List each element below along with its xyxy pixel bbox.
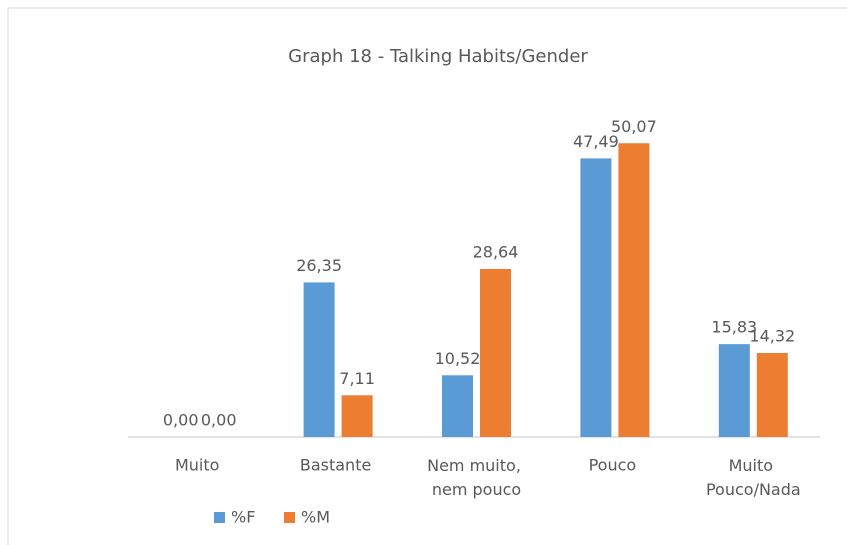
data-label: 28,64 xyxy=(473,242,519,261)
data-label: 26,35 xyxy=(296,256,342,275)
bar xyxy=(756,352,788,437)
data-label: 14,32 xyxy=(749,326,795,345)
bar xyxy=(442,375,473,437)
chart-title: Graph 18 - Talking Habits/Gender xyxy=(288,46,588,67)
data-label: 0,00 xyxy=(201,411,237,430)
data-label: 0,00 xyxy=(163,411,199,430)
bar xyxy=(303,282,335,437)
data-label: 7,11 xyxy=(339,369,375,388)
bar xyxy=(580,158,612,437)
bar xyxy=(718,344,750,437)
data-label: 47,49 xyxy=(573,132,619,151)
legend-swatch xyxy=(284,512,295,523)
bar xyxy=(618,143,650,438)
legend-swatch xyxy=(214,512,225,523)
bar xyxy=(341,395,373,437)
bar xyxy=(480,268,511,437)
x-tick-label: Pouco xyxy=(589,456,637,475)
data-label: 15,83 xyxy=(711,318,757,337)
chart-frame xyxy=(7,7,847,545)
x-tick-label: Nem muito, nem pouco xyxy=(427,456,521,499)
legend-label: %M xyxy=(301,508,330,527)
x-tick-label: Muito xyxy=(175,456,219,475)
x-tick-label: Muito Pouco/Nada xyxy=(701,456,801,499)
x-tick-label: Bastante xyxy=(300,456,371,475)
data-label: 50,07 xyxy=(611,117,657,136)
legend-label: %F xyxy=(231,508,255,527)
data-label: 10,52 xyxy=(435,349,481,368)
